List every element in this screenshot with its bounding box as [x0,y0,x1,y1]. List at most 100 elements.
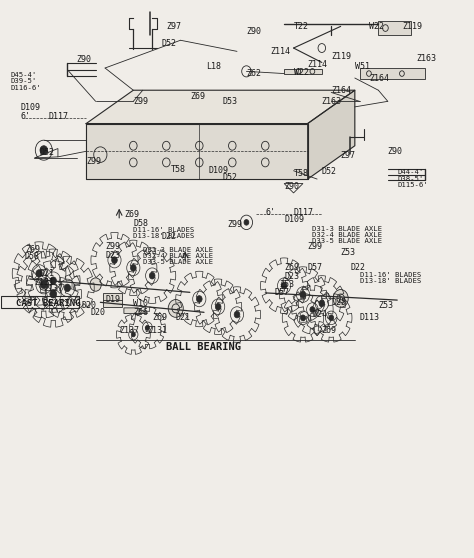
Text: Z90: Z90 [388,147,403,156]
Text: Z164: Z164 [369,74,389,83]
Text: D33-5 BLADE AXLE: D33-5 BLADE AXLE [143,259,213,266]
Text: D38-5': D38-5' [397,176,423,181]
Text: D53: D53 [223,97,238,106]
Circle shape [40,146,47,155]
Text: D115-6': D115-6' [397,182,428,188]
Text: T58: T58 [171,165,186,174]
Circle shape [64,284,71,292]
Text: Z99: Z99 [133,97,148,106]
Bar [378,21,411,35]
Text: D23: D23 [105,251,120,259]
Text: Z69: Z69 [190,93,205,102]
Text: D45-4': D45-4' [11,71,37,78]
Text: Z69: Z69 [25,244,40,253]
Text: Z163: Z163 [322,97,342,106]
Text: Z66: Z66 [133,308,148,317]
Circle shape [36,270,42,277]
Text: T22: T22 [293,22,309,31]
Text: W22: W22 [369,22,384,31]
Text: D32-4 BLADE AXLE: D32-4 BLADE AXLE [143,253,213,259]
Text: D44-4': D44-4' [397,169,423,175]
Text: W10: W10 [133,300,148,309]
Text: 6': 6' [265,208,275,217]
Circle shape [146,325,150,330]
Text: D109: D109 [209,166,229,175]
Circle shape [234,311,240,318]
Text: Z97: Z97 [166,22,182,31]
Text: L18: L18 [206,62,221,71]
Text: D23: D23 [284,272,299,281]
Circle shape [168,300,183,318]
Circle shape [319,300,325,307]
Circle shape [215,304,221,310]
Text: D21: D21 [176,314,191,323]
Text: Z99: Z99 [86,157,101,166]
Text: Z90: Z90 [77,55,92,64]
Text: Z97: Z97 [341,151,356,160]
Circle shape [130,264,136,271]
Text: D31-3 BLADE AXLE: D31-3 BLADE AXLE [312,226,383,232]
Text: D58: D58 [133,219,148,228]
Text: Z53: Z53 [341,248,356,257]
Text: Z137: Z137 [44,285,64,294]
Text: D58: D58 [25,252,40,261]
Text: Z99: Z99 [228,220,243,229]
Text: Z99: Z99 [105,242,120,251]
Text: Z69: Z69 [124,210,139,219]
Circle shape [112,257,117,263]
Text: D31-3 BLADE AXLE: D31-3 BLADE AXLE [143,247,213,253]
Polygon shape [308,90,355,179]
Text: Z114: Z114 [270,47,290,56]
Polygon shape [86,90,355,123]
Text: D19: D19 [105,295,120,304]
Circle shape [50,290,56,298]
Circle shape [131,332,135,337]
Text: D57: D57 [308,263,323,272]
Text: D22: D22 [162,232,177,241]
Text: Z62: Z62 [246,69,262,78]
Text: Z163: Z163 [416,54,436,62]
Circle shape [244,220,249,225]
Bar [1,296,79,308]
Text: D109: D109 [20,103,40,113]
Text: Z131: Z131 [35,278,55,287]
Text: D52: D52 [162,39,177,47]
Circle shape [90,278,101,291]
Text: Z164: Z164 [331,86,351,95]
Text: D11-16' BLADES: D11-16' BLADES [359,272,421,277]
Text: Z119: Z119 [402,22,422,31]
Text: D13-18' BLADES: D13-18' BLADES [359,278,421,283]
Text: Z53: Z53 [279,280,294,289]
Circle shape [300,291,306,298]
Text: Z137: Z137 [119,325,139,335]
Circle shape [329,315,334,321]
Text: D52: D52 [223,174,238,182]
Polygon shape [86,123,308,179]
Text: D20: D20 [91,308,106,317]
Bar [103,293,121,307]
Circle shape [281,282,287,289]
Circle shape [301,315,305,321]
Text: Z119: Z119 [331,52,351,61]
Text: D25: D25 [331,299,346,307]
Polygon shape [284,69,322,74]
Text: D11-16' BLADES: D11-16' BLADES [133,227,195,233]
Text: Z69: Z69 [152,314,167,323]
Text: CAST BEARING: CAST BEARING [16,300,80,309]
Text: D21: D21 [39,269,54,278]
Text: T58: T58 [293,169,309,178]
Circle shape [197,296,202,302]
Text: Z69: Z69 [322,325,337,335]
Text: W51: W51 [355,62,370,71]
Text: D32-4 BLADE AXLE: D32-4 BLADE AXLE [312,232,383,238]
Polygon shape [124,308,147,314]
Text: D117: D117 [48,112,69,121]
Text: D113: D113 [359,314,380,323]
Text: D109: D109 [284,214,304,224]
Text: D57: D57 [275,288,290,297]
Text: D116-6': D116-6' [11,85,41,91]
Text: D52: D52 [39,148,54,157]
Circle shape [333,290,348,307]
Text: Z114: Z114 [308,60,328,69]
Text: D52: D52 [322,167,337,176]
